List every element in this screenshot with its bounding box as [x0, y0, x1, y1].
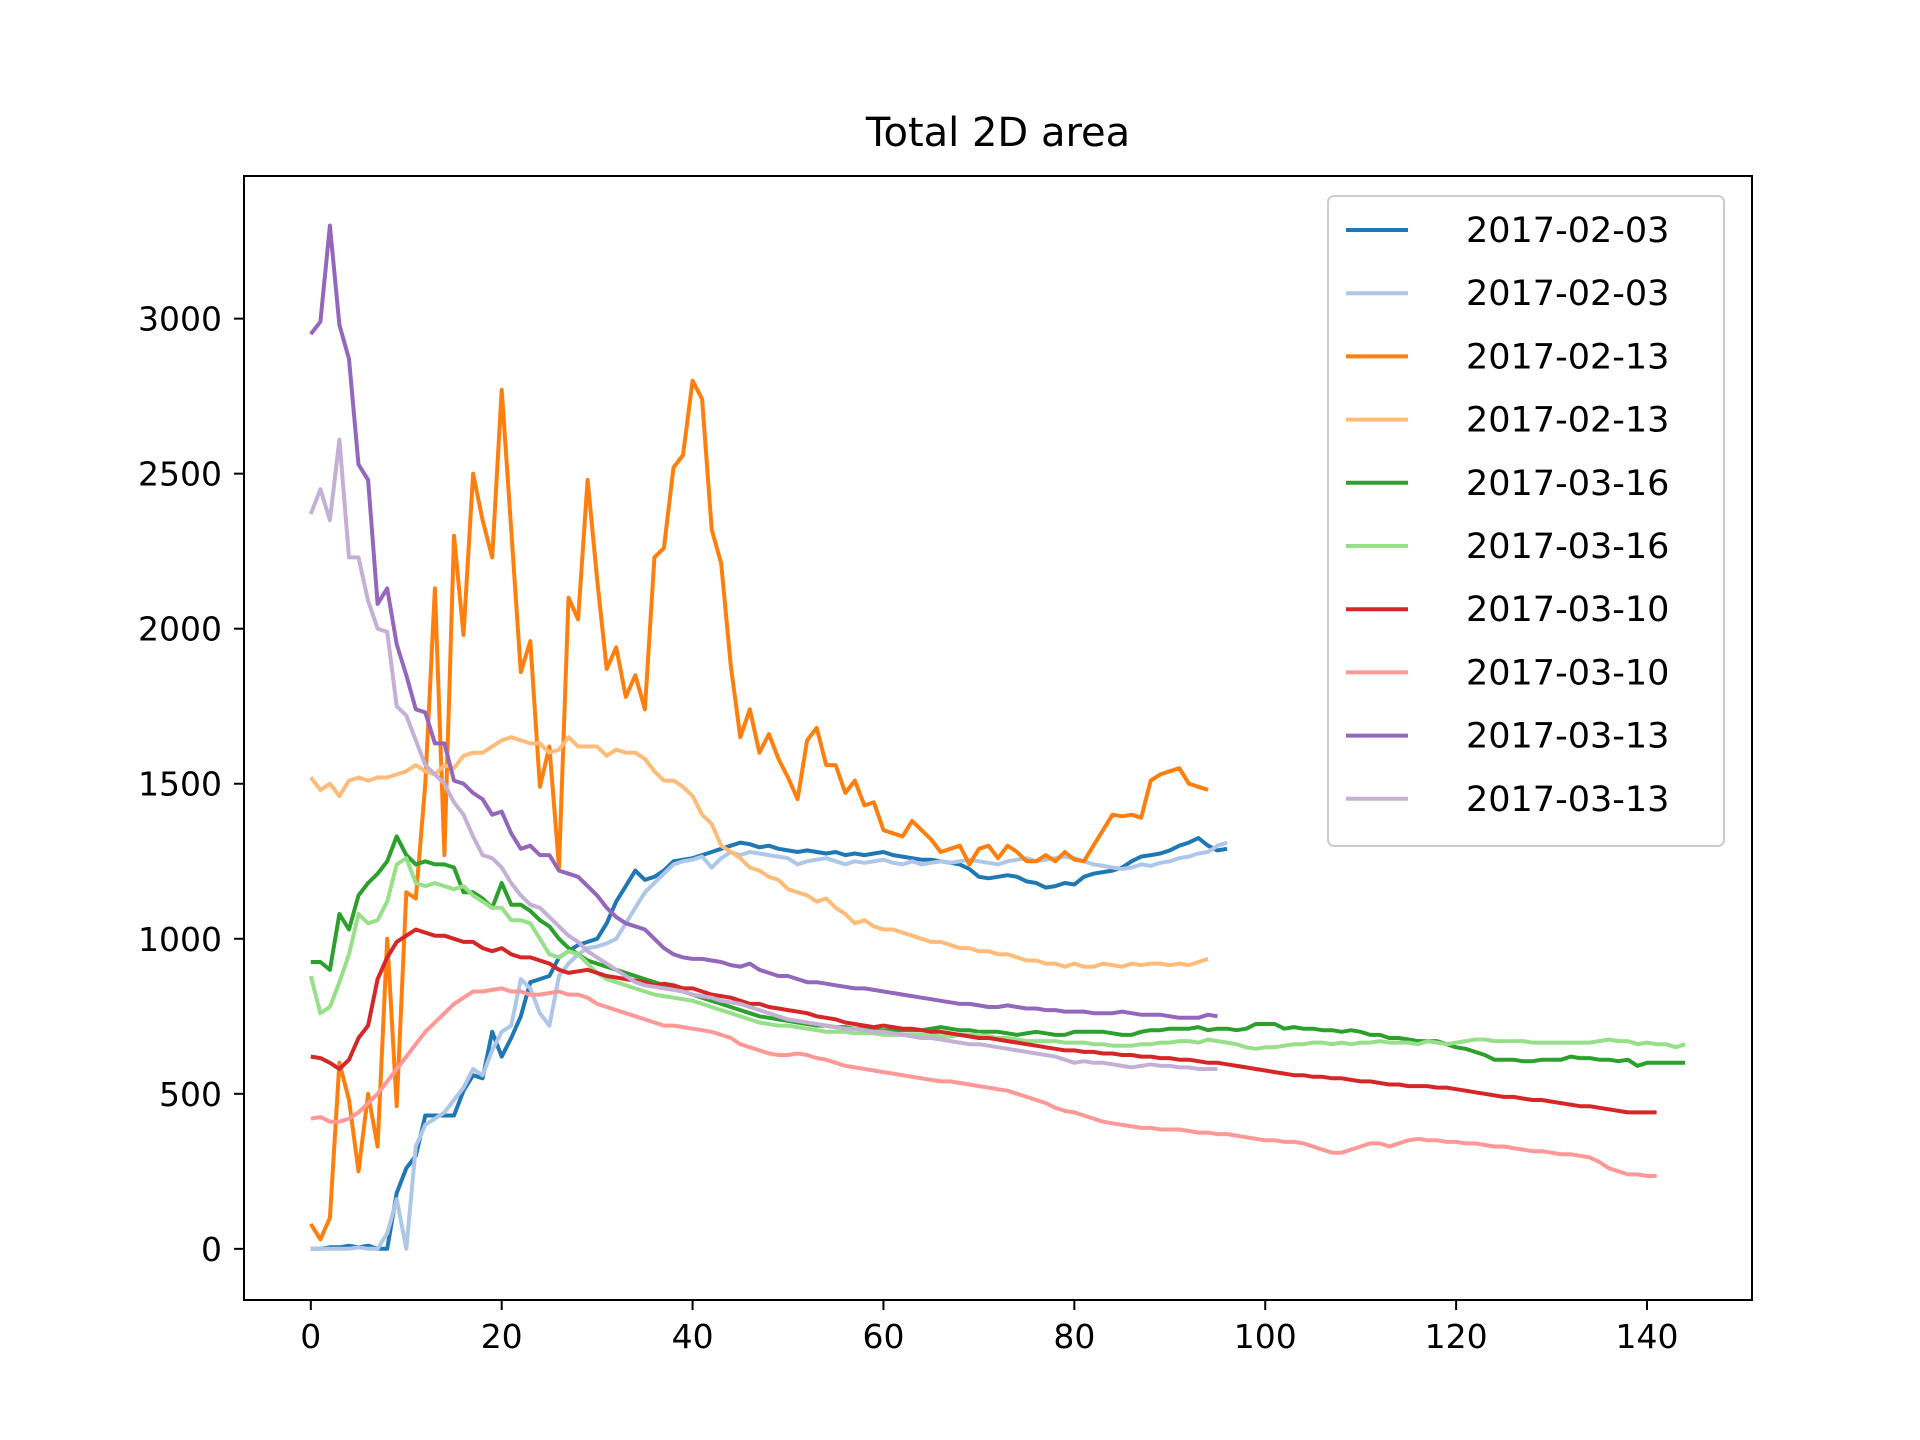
plot-area-frame	[243, 175, 1753, 1301]
x-tick-label: 0	[300, 1317, 321, 1356]
x-tick-label: 100	[1234, 1317, 1297, 1356]
x-tick-label: 140	[1616, 1317, 1679, 1356]
series-line-3	[309, 378, 1209, 1242]
x-tick-label: 120	[1425, 1317, 1488, 1356]
series-line-9	[309, 223, 1218, 1020]
legend-box	[1327, 195, 1725, 847]
legend-label-6: 2017-03-16	[1466, 527, 1669, 567]
y-tick-label: 500	[159, 1075, 222, 1114]
legend-label-5: 2017-03-16	[1466, 464, 1669, 504]
y-tick-label: 3000	[138, 300, 222, 339]
y-tick-label: 2500	[138, 455, 222, 494]
series-layer	[308, 223, 1686, 1251]
legend-label-8: 2017-03-10	[1466, 653, 1669, 693]
legend-label-7: 2017-03-10	[1466, 590, 1669, 630]
x-tick-label: 60	[862, 1317, 904, 1356]
x-tick-label: 80	[1053, 1317, 1095, 1356]
legend-label-3: 2017-02-13	[1466, 337, 1669, 377]
x-tick-label: 20	[481, 1317, 523, 1356]
legend-label-4: 2017-02-13	[1466, 401, 1669, 441]
chart-title: Total 2D area	[865, 110, 1130, 156]
series-line-7	[310, 927, 1657, 1115]
legend-label-10: 2017-03-13	[1466, 780, 1669, 820]
series-line-10	[308, 437, 1218, 1071]
series-line-4	[309, 735, 1209, 969]
legend-label-2: 2017-02-03	[1466, 274, 1669, 314]
x-axis: 0 20 40 60 80 100 120 140	[300, 1300, 1679, 1356]
legend: 2017-02-03 2017-02-03 2017-02-13 2017-02-13…	[1327, 195, 1725, 847]
x-tick-label: 40	[672, 1317, 714, 1356]
series-line-8	[310, 986, 1657, 1178]
series-line-5	[310, 834, 1686, 1068]
y-axis: 0 500 1000 1500 2000 2500 3000	[138, 300, 244, 1269]
legend-label-1: 2017-02-03	[1466, 211, 1669, 251]
y-tick-label: 2000	[138, 610, 222, 649]
y-tick-label: 1000	[138, 920, 222, 959]
y-tick-label: 1500	[138, 765, 222, 804]
y-tick-label: 0	[201, 1230, 222, 1269]
legend-label-9: 2017-03-13	[1466, 717, 1669, 757]
